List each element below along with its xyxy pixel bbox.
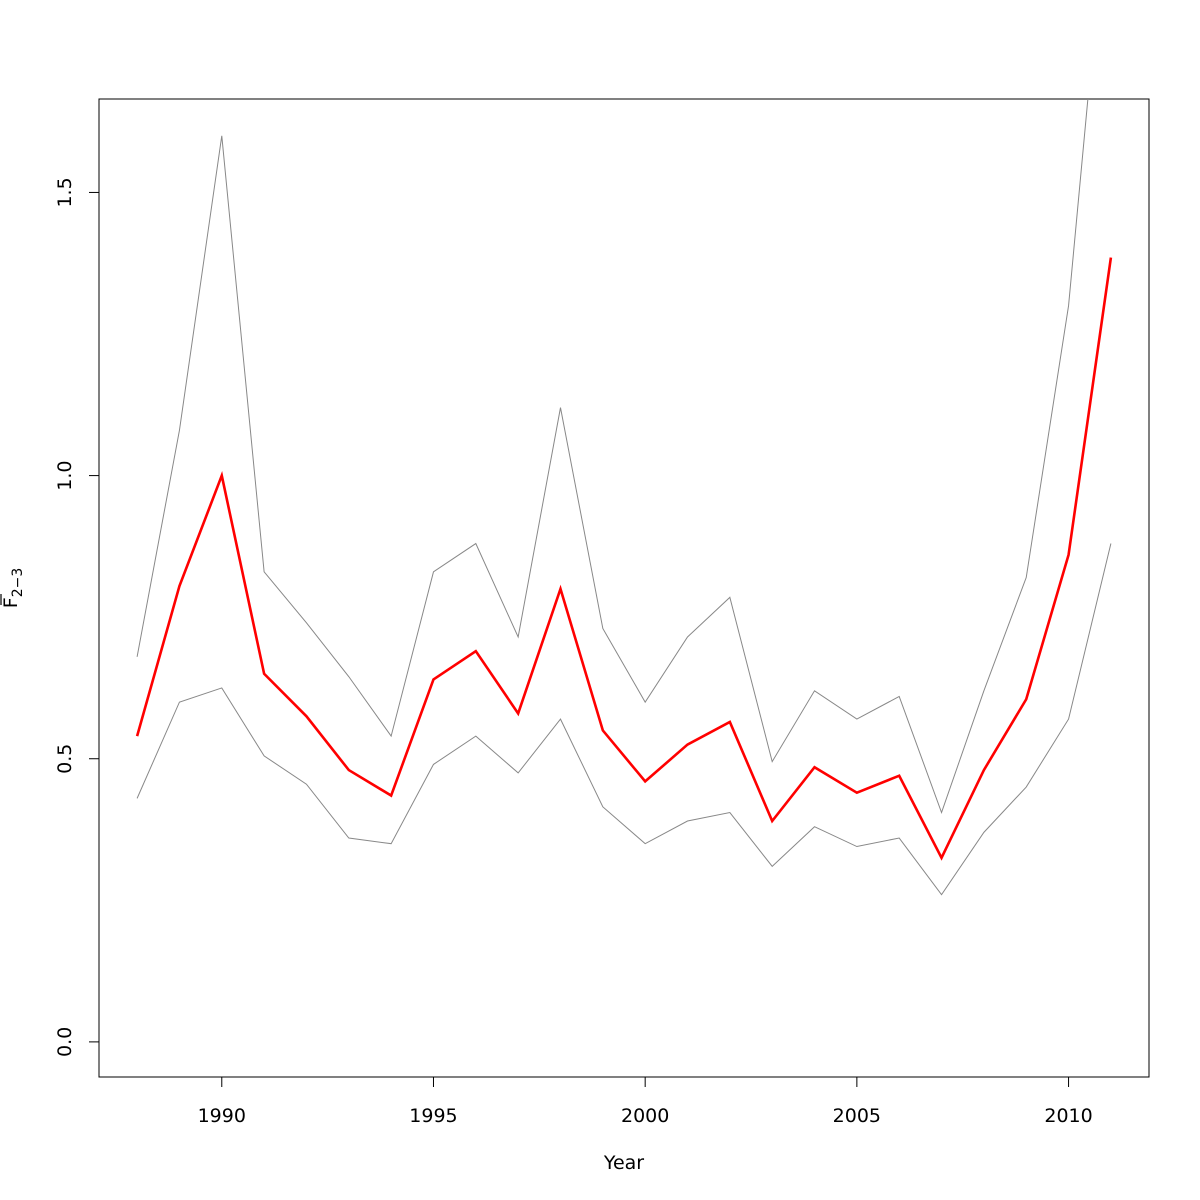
x-tick-label: 2005 [833, 1105, 881, 1127]
svg-text:F2−3: F2−3 [0, 568, 26, 608]
series-line-lower [136, 543, 1112, 896]
x-axis: 1990 1995 2000 2005 2010 [198, 1076, 1093, 1127]
x-tick-label: 1990 [198, 1105, 246, 1127]
series-line-upper [136, 99, 1089, 815]
y-tick-label: 0.0 [54, 1027, 76, 1057]
y-axis-title-subscript: 2−3 [10, 568, 26, 598]
y-axis: 0.0 0.5 1.0 1.5 [54, 177, 100, 1057]
series-group [135, 99, 1113, 896]
x-tick-label: 1995 [409, 1105, 457, 1127]
x-tick-label: 2000 [621, 1105, 669, 1127]
y-tick-label: 0.5 [54, 744, 76, 774]
y-tick-label: 1.5 [54, 177, 76, 207]
y-tick-label: 1.0 [54, 460, 76, 490]
series-line-estimate [135, 257, 1113, 861]
x-axis-title: Year [603, 1152, 644, 1174]
y-axis-title: F2−3 [0, 568, 26, 608]
y-axis-title-main: F [0, 597, 22, 608]
plot-frame [98, 98, 1150, 1078]
x-tick-label: 2010 [1044, 1105, 1092, 1127]
